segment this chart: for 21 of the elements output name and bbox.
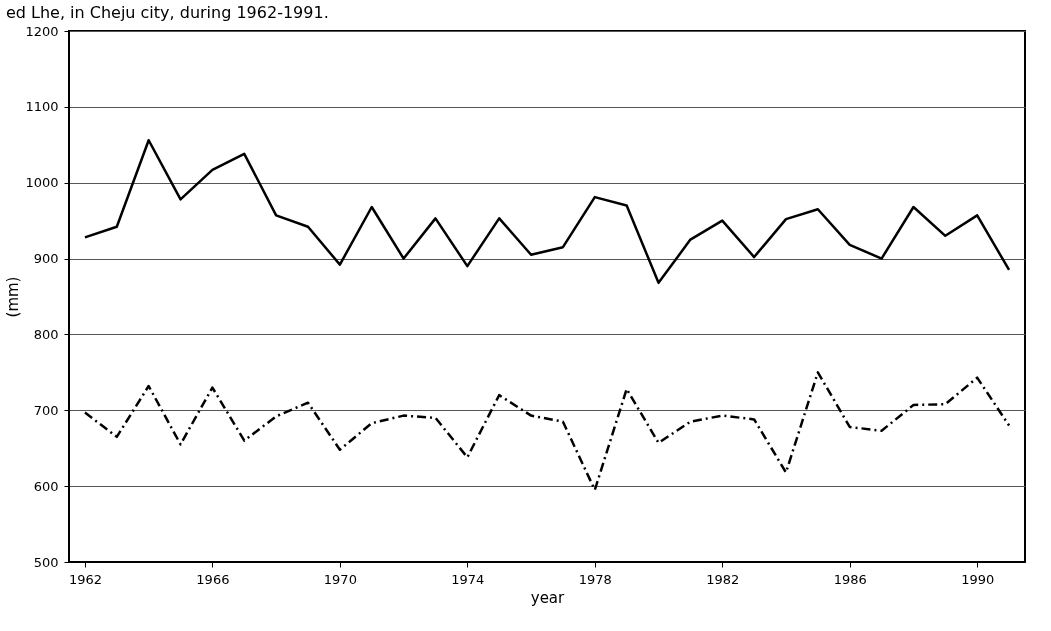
x-tick-label: 1986 bbox=[833, 571, 867, 587]
y-tick-label: 1200 bbox=[25, 23, 59, 39]
x-tick-label: 1978 bbox=[578, 571, 612, 587]
x-tick-label: 1982 bbox=[706, 571, 740, 587]
y-tick-label: 900 bbox=[33, 251, 59, 267]
x-axis-title: year bbox=[530, 588, 566, 607]
x-tick-label: 1970 bbox=[323, 571, 357, 587]
x-tick-label: 1966 bbox=[196, 571, 230, 587]
y-tick-label: 700 bbox=[33, 402, 59, 418]
x-tick-label: 1974 bbox=[451, 571, 485, 587]
line-series bbox=[83, 138, 1011, 285]
text: ed Lhe, in Cheju city, during 1962-1991. bbox=[5, 3, 329, 22]
y-tick-label: 1100 bbox=[25, 99, 59, 115]
y-tick-label: 1000 bbox=[25, 175, 59, 191]
x-tick-label: 1990 bbox=[961, 571, 995, 587]
y-tick-label: 800 bbox=[33, 326, 59, 342]
y-axis-title: (mm) bbox=[4, 276, 23, 318]
y-tick-label: 500 bbox=[33, 554, 59, 570]
line-series bbox=[83, 371, 1011, 492]
y-tick-label: 600 bbox=[33, 478, 59, 494]
x-tick-label: 1962 bbox=[68, 571, 102, 587]
